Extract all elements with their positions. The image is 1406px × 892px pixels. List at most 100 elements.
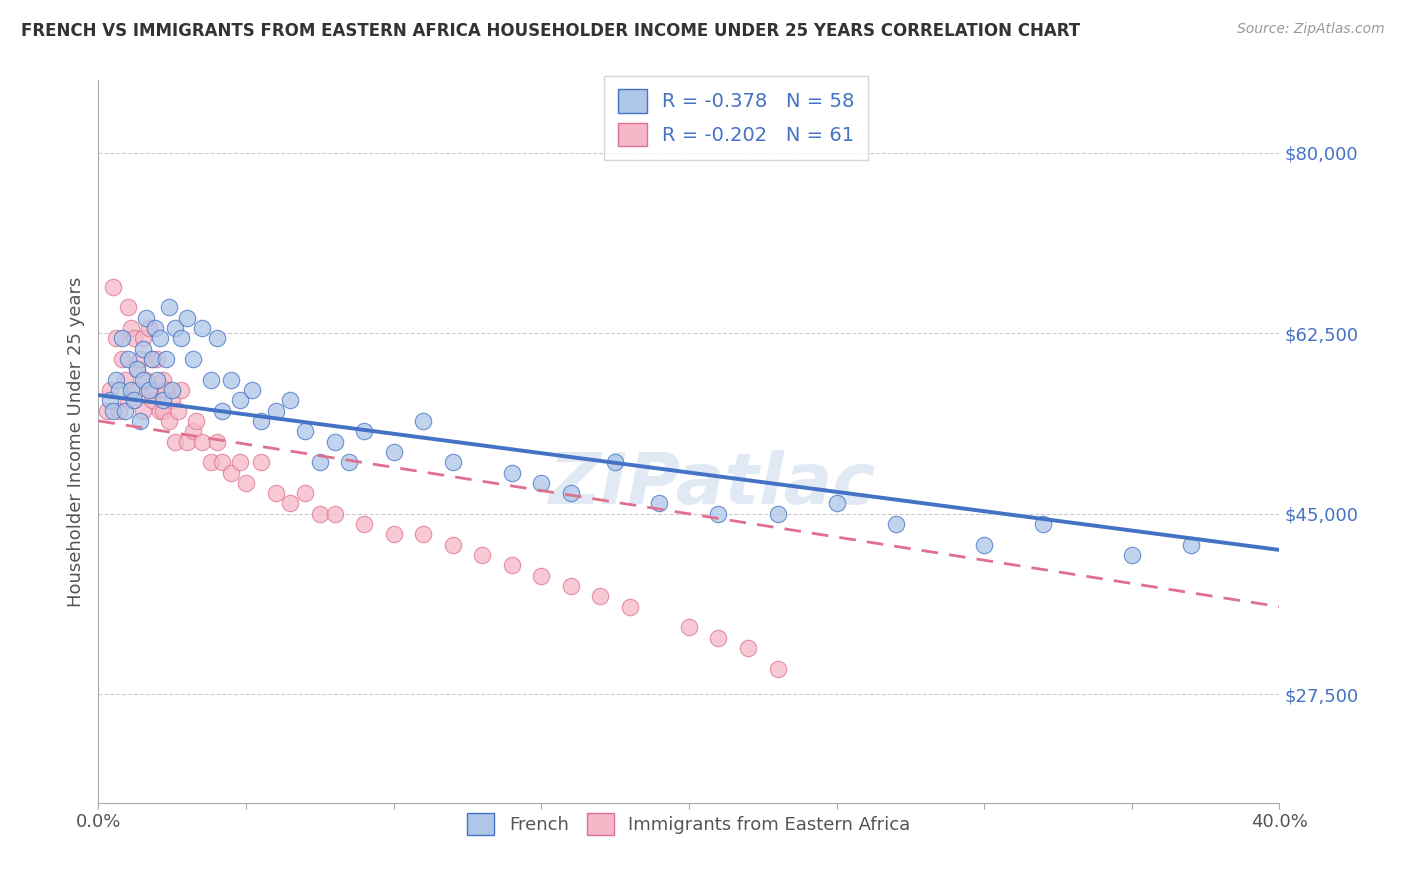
Point [589, 590, 612, 604]
Point [382, 527, 405, 541]
Point [114, 403, 136, 417]
Point [973, 538, 995, 552]
Point [122, 331, 145, 345]
Point [167, 403, 190, 417]
Point [98, 393, 121, 408]
Point [294, 486, 316, 500]
Point [146, 373, 169, 387]
Point [280, 393, 302, 408]
Point [353, 517, 375, 532]
Point [1121, 548, 1143, 562]
Point [98, 383, 121, 397]
Point [155, 351, 177, 366]
Point [441, 538, 464, 552]
Point [105, 373, 128, 387]
Point [191, 434, 214, 449]
Point [176, 310, 198, 325]
Point [412, 414, 434, 428]
Point [309, 455, 332, 469]
Point [678, 620, 700, 634]
Y-axis label: Householder Income Under 25 years: Householder Income Under 25 years [66, 277, 84, 607]
Point [117, 393, 139, 408]
Point [157, 301, 180, 315]
Point [125, 362, 148, 376]
Point [619, 599, 641, 614]
Point [135, 310, 157, 325]
Point [229, 455, 252, 469]
Point [138, 383, 160, 397]
Point [211, 455, 233, 469]
Point [884, 517, 907, 532]
Point [648, 496, 671, 510]
Point [235, 475, 257, 490]
Point [240, 383, 263, 397]
Point [108, 383, 131, 397]
Point [125, 383, 148, 397]
Point [501, 466, 523, 480]
Point [114, 373, 136, 387]
Point [181, 351, 204, 366]
Point [205, 331, 228, 345]
Point [103, 403, 125, 417]
Point [125, 362, 148, 376]
Point [128, 414, 150, 428]
Point [471, 548, 494, 562]
Point [117, 301, 139, 315]
Point [170, 331, 193, 345]
Point [135, 373, 157, 387]
Point [191, 321, 214, 335]
Point [132, 403, 155, 417]
Point [105, 331, 128, 345]
Point [96, 403, 118, 417]
Point [141, 393, 163, 408]
Point [170, 383, 193, 397]
Point [264, 403, 287, 417]
Point [707, 631, 730, 645]
Point [323, 434, 346, 449]
Point [184, 414, 207, 428]
Point [162, 383, 183, 397]
Point [707, 507, 730, 521]
Point [382, 445, 405, 459]
Point [200, 455, 222, 469]
Text: Source: ZipAtlas.com: Source: ZipAtlas.com [1237, 22, 1385, 37]
Point [1032, 517, 1054, 532]
Point [176, 434, 198, 449]
Point [122, 393, 145, 408]
Point [605, 455, 627, 469]
Point [103, 279, 125, 293]
Point [229, 393, 252, 408]
Point [165, 434, 187, 449]
Point [162, 393, 183, 408]
Point [412, 527, 434, 541]
Point [205, 434, 228, 449]
Legend: French, Immigrants from Eastern Africa: French, Immigrants from Eastern Africa [458, 805, 920, 845]
Point [221, 373, 243, 387]
Point [120, 383, 142, 397]
Point [737, 640, 759, 655]
Point [530, 475, 553, 490]
Point [560, 579, 582, 593]
Point [138, 321, 160, 335]
Point [111, 351, 134, 366]
Point [766, 662, 789, 676]
Point [128, 351, 150, 366]
Point [149, 403, 172, 417]
Point [132, 373, 155, 387]
Point [501, 558, 523, 573]
Point [1180, 538, 1202, 552]
Point [323, 507, 346, 521]
Point [143, 383, 166, 397]
Point [152, 393, 174, 408]
Point [264, 486, 287, 500]
Point [155, 383, 177, 397]
Point [181, 424, 204, 438]
Point [132, 331, 155, 345]
Point [560, 486, 582, 500]
Point [766, 507, 789, 521]
Point [141, 351, 163, 366]
Point [825, 496, 848, 510]
Point [149, 331, 172, 345]
Text: FRENCH VS IMMIGRANTS FROM EASTERN AFRICA HOUSEHOLDER INCOME UNDER 25 YEARS CORRE: FRENCH VS IMMIGRANTS FROM EASTERN AFRICA… [21, 22, 1080, 40]
Point [120, 321, 142, 335]
